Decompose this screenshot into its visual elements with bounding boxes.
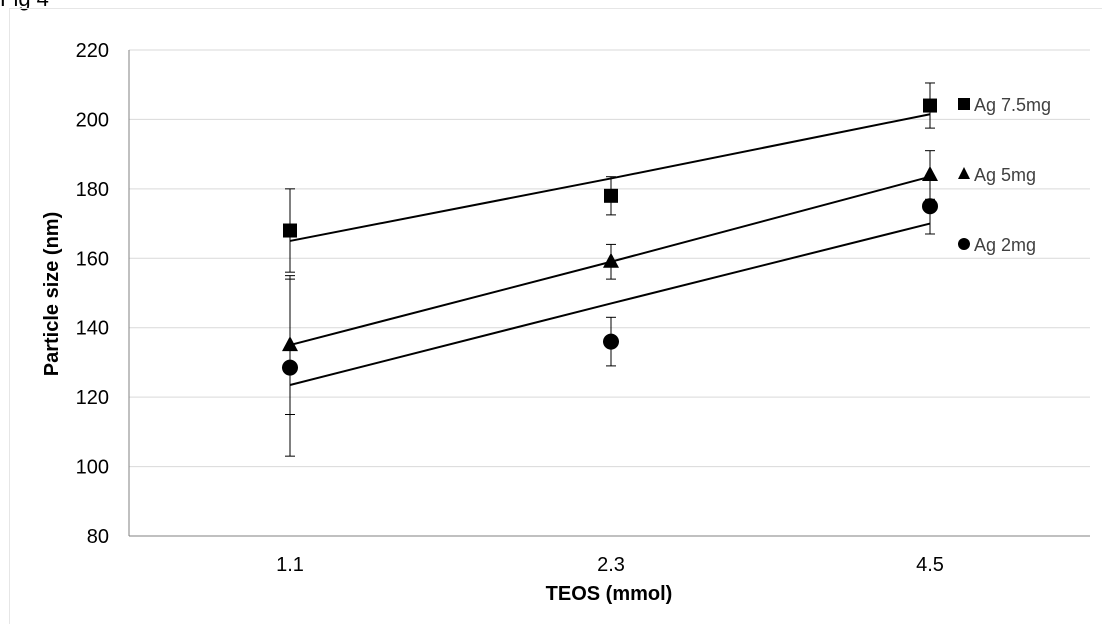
data-point [283,223,297,238]
tick-labels: 80 100 120 140 160 180 200 220 1.1 2.3 4.5 [76,40,944,576]
y-tick-label: 220 [76,40,109,62]
y-tick-label: 100 [76,457,109,479]
x-tick-label: 1.1 [276,554,304,576]
data-point [603,333,619,350]
x-tick-label: 4.5 [916,554,944,576]
legend: Ag 7.5mg Ag 5mg Ag 2mg [958,95,1051,255]
y-tick-label: 80 [87,526,109,548]
figure-frame-left [9,8,10,624]
trendline [289,113,931,242]
data-point [923,98,937,113]
axes [128,50,1090,537]
data-point [282,359,298,376]
x-tick-label: 2.3 [597,554,625,576]
legend-label: Ag 2mg [974,235,1036,255]
figure-frame-top [9,8,1102,9]
y-tick-label: 180 [76,179,109,201]
data-points [282,98,938,376]
data-point [603,252,619,268]
legend-label: Ag 5mg [974,165,1036,185]
x-axis-title: TEOS (mmol) [546,583,673,605]
y-tick-label: 140 [76,318,109,340]
y-tick-label: 120 [76,387,109,409]
y-tick-label: 160 [76,248,109,270]
data-point [922,165,938,181]
legend-label: Ag 7.5mg [974,95,1051,115]
trendline [289,222,931,386]
figure-label: Fig 4 [0,0,49,12]
y-tick-label: 200 [76,109,109,131]
legend-marker [958,98,970,110]
data-point [282,336,298,352]
data-point [922,198,938,215]
legend-marker [958,238,970,250]
legend-marker [958,167,970,179]
data-point [604,188,618,203]
error-bars [285,82,935,457]
y-axis-title: Particle size (nm) [41,212,63,377]
